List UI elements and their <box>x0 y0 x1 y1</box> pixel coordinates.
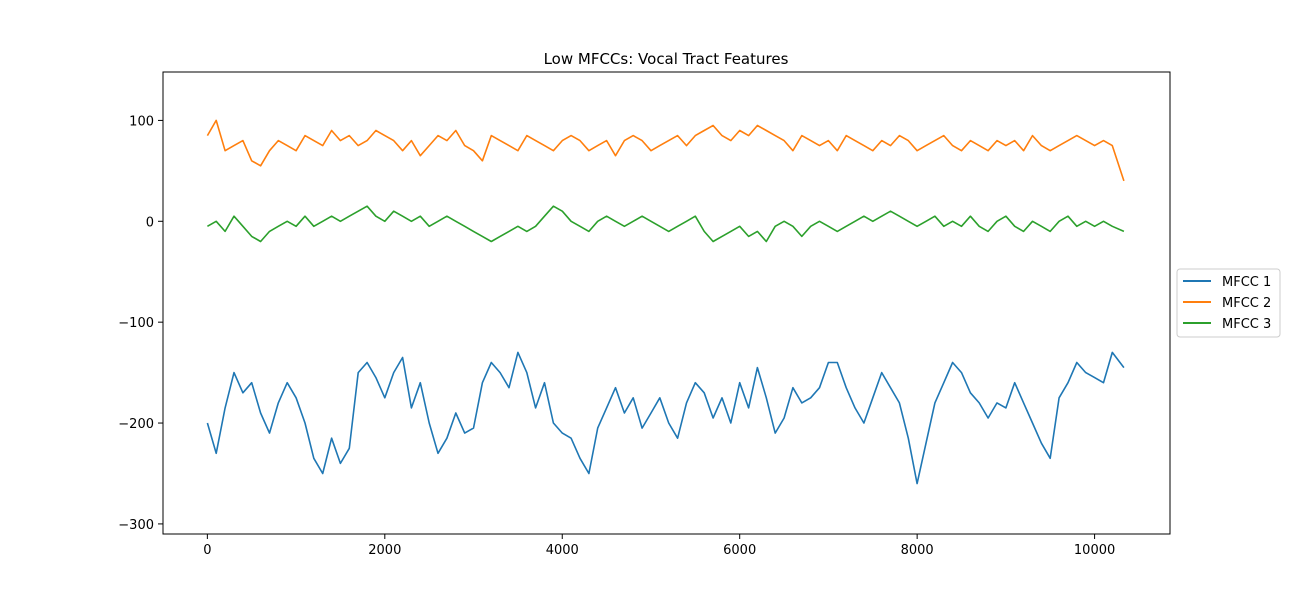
plot-area-frame <box>162 71 1171 535</box>
legend-label-mfcc-1: MFCC 1 <box>1222 275 1271 290</box>
legend: MFCC 1 MFCC 2 MFCC 3 <box>1176 268 1281 338</box>
series-line-mfcc-2 <box>206 119 1125 182</box>
x-tick-label: 8000 <box>901 543 934 558</box>
x-tick-label: 2000 <box>368 543 401 558</box>
x-tick-label: 6000 <box>723 543 756 558</box>
series-line-mfcc-1 <box>206 351 1125 485</box>
chart-title: Low MFCCs: Vocal Tract Features <box>544 50 789 68</box>
legend-label-mfcc-3: MFCC 3 <box>1222 317 1271 332</box>
x-tick-label: 10000 <box>1074 543 1115 558</box>
y-tick-label: −300 <box>118 518 154 533</box>
y-tick-label: 0 <box>146 215 154 230</box>
series-layer <box>206 119 1125 485</box>
y-tick-label: −100 <box>118 316 154 331</box>
y-tick-label: 100 <box>129 114 154 129</box>
y-axis: 100 0 −100 −200 −300 <box>118 114 163 533</box>
x-tick-label: 0 <box>203 543 211 558</box>
y-tick-label: −200 <box>118 417 154 432</box>
x-axis: 0 2000 4000 6000 8000 10000 <box>203 534 1115 558</box>
x-tick-label: 4000 <box>546 543 579 558</box>
legend-box <box>1176 268 1281 338</box>
series-line-mfcc-3 <box>207 205 1125 243</box>
legend-label-mfcc-2: MFCC 2 <box>1222 296 1271 311</box>
